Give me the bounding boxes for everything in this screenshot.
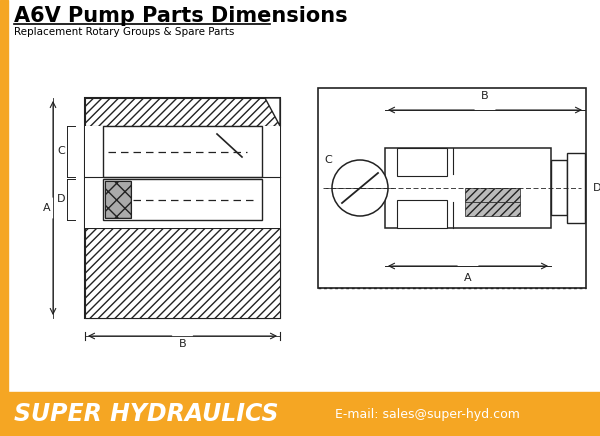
Text: C: C [57,146,65,157]
Text: Replacement Rotary Groups & Spare Parts: Replacement Rotary Groups & Spare Parts [14,27,235,37]
Text: D: D [593,183,600,193]
Text: A: A [43,203,51,213]
Bar [85,98,280,126]
Bar [385,148,551,228]
Bar [105,181,131,218]
Bar [0,392,600,436]
Bar [465,202,520,216]
Bar [567,153,585,223]
Bar [397,200,447,228]
Text: D: D [57,194,65,204]
Text: A6V Pump Parts Dimensions: A6V Pump Parts Dimensions [14,6,347,26]
Bar [551,160,567,215]
Bar [103,126,262,177]
Bar [105,181,131,218]
Text: C: C [324,155,332,165]
Text: A: A [464,273,472,283]
Text: SUPER HYDRAULICS: SUPER HYDRAULICS [14,402,278,426]
Text: E-mail: sales@super-hyd.com: E-mail: sales@super-hyd.com [335,408,520,420]
Bar [85,98,280,318]
Text: B: B [179,339,187,349]
Bar [318,88,586,288]
Bar [103,179,262,220]
Text: B: B [481,91,489,101]
Bar [465,188,520,202]
Bar [85,228,280,318]
Polygon shape [265,98,280,126]
Bar [397,148,447,176]
Circle shape [332,160,388,216]
Bar [85,126,280,228]
Bar [0,0,8,392]
